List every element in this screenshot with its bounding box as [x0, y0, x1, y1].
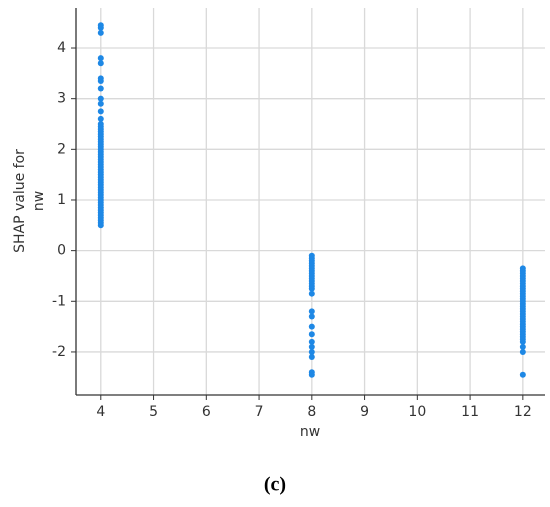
y-axis-label: nw [31, 191, 47, 211]
x-tick-label: 5 [149, 404, 158, 420]
caption: (c) [264, 474, 286, 496]
point [97, 85, 104, 92]
x-tick-label: 12 [514, 404, 532, 420]
x-axis-label: nw [300, 424, 320, 440]
point [308, 313, 315, 320]
point [97, 77, 104, 84]
point [97, 95, 104, 102]
point [308, 331, 315, 338]
y-tick-label: -2 [52, 344, 66, 360]
point [97, 100, 104, 107]
point [519, 343, 526, 350]
y-tick-label: 0 [57, 243, 66, 259]
point [308, 348, 315, 355]
point [308, 354, 315, 361]
x-tick-label: 10 [408, 404, 426, 420]
point [97, 108, 104, 115]
point [308, 343, 315, 350]
y-axis-label: SHAP value for [12, 149, 28, 253]
point [308, 338, 315, 345]
point [308, 323, 315, 330]
point [308, 371, 315, 378]
x-tick-label: 11 [461, 404, 479, 420]
point [97, 29, 104, 36]
y-tick-label: 1 [57, 192, 66, 208]
point [308, 285, 315, 292]
y-tick-label: -1 [52, 293, 66, 309]
x-tick-label: 9 [360, 404, 369, 420]
x-tick-label: 7 [255, 404, 264, 420]
point [97, 115, 104, 122]
point [308, 308, 315, 315]
point [97, 60, 104, 67]
y-tick-label: 2 [57, 141, 66, 157]
x-tick-label: 6 [202, 404, 211, 420]
y-tick-label: 3 [57, 91, 66, 107]
x-tick-label: 4 [96, 404, 105, 420]
point [97, 24, 104, 31]
point [97, 222, 104, 229]
point [519, 338, 526, 345]
point [519, 348, 526, 355]
point [97, 55, 104, 62]
point [519, 371, 526, 378]
y-tick-label: 4 [57, 40, 66, 56]
x-tick-label: 8 [307, 404, 316, 420]
point [308, 290, 315, 297]
